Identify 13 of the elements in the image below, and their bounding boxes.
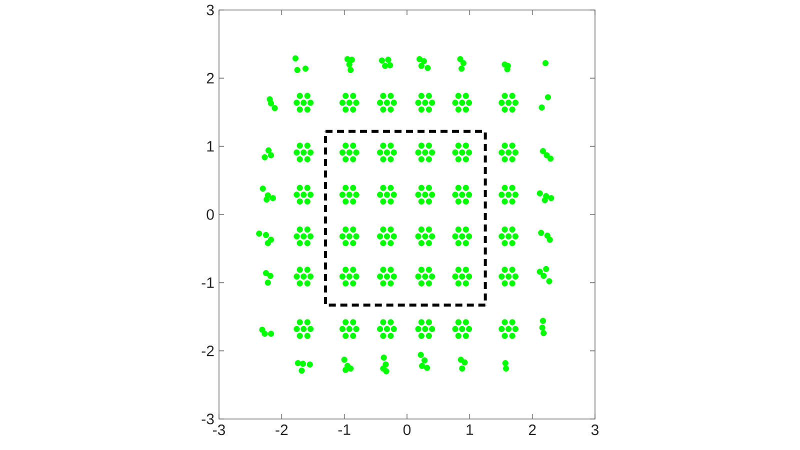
y-tick-label: 0 [206, 209, 214, 220]
x-tick-label: 0 [403, 424, 411, 436]
y-tick-label: -3 [202, 414, 214, 424]
y-tick-label: -2 [202, 346, 214, 356]
x-tick-label: 3 [591, 424, 599, 436]
y-tick-label: 1 [207, 141, 214, 152]
x-tick-label: -1 [338, 424, 350, 435]
x-tick-label: 2 [528, 424, 536, 436]
x-tick-label: 1 [466, 424, 474, 435]
y-tick-label: -1 [202, 278, 214, 288]
x-tick-label: -2 [276, 424, 288, 436]
y-tick-label: 3 [206, 4, 214, 16]
y-tick-label: 2 [206, 72, 214, 84]
